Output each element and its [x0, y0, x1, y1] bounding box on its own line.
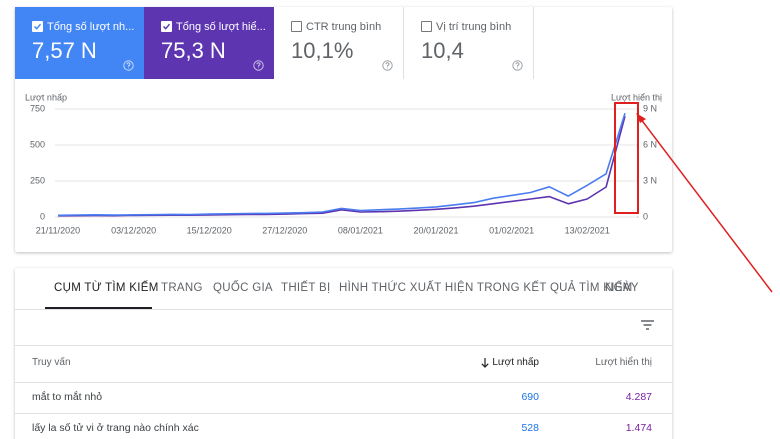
metric-tile[interactable]: CTR trung bình 10,1%	[274, 7, 404, 79]
y-axis-title: Lượt nhấp	[25, 92, 67, 102]
impressions: 4.287	[625, 391, 652, 403]
metric-label: Tổng số lượt hiể...	[176, 21, 266, 33]
y-tick-label: 250	[30, 175, 45, 185]
series-line	[57, 113, 626, 217]
sort-icon	[481, 358, 489, 368]
impressions: 1.474	[625, 422, 652, 434]
metric-value: 75,3 N	[161, 38, 226, 63]
divider	[15, 382, 672, 383]
y2-tick-label: 0	[643, 211, 648, 221]
y-tick-label: 750	[30, 103, 45, 113]
checkbox[interactable]	[161, 21, 172, 32]
tab[interactable]: HÌNH THỨC XUẤT HIỆN TRONG KẾT QUẢ TÌM KI…	[339, 282, 633, 294]
y2-axis-title: Lượt hiển thị	[611, 92, 662, 102]
metric-tile[interactable]: Vị trí trung bình 10,4	[404, 7, 534, 79]
arrow-head	[636, 113, 646, 123]
help-icon[interactable]	[382, 60, 393, 71]
clicks: 528	[521, 422, 539, 434]
metric-tile[interactable]: Tổng số lượt nh... 7,57 N	[15, 7, 144, 79]
column-header[interactable]: Lượt nhấp	[492, 357, 539, 368]
checkbox[interactable]	[32, 21, 43, 32]
query[interactable]: lấy la số tử vi ở trang nào chính xác	[32, 422, 199, 434]
metric-tile[interactable]: Tổng số lượt hiể... 75,3 N	[144, 7, 274, 79]
column-header[interactable]: Truy vấn	[32, 357, 71, 368]
x-tick-label: 13/02/2021	[565, 225, 610, 235]
column-header[interactable]: Lượt hiển thị	[595, 357, 652, 368]
metric-value: 10,4	[421, 38, 464, 63]
y-tick-label: 0	[40, 211, 45, 221]
y-tick-label: 500	[30, 139, 45, 149]
x-tick-label: 27/12/2020	[262, 225, 307, 235]
performance-card: Tổng số lượt nh... 7,57 N Tổng số lượt h…	[15, 7, 672, 252]
series-line	[57, 115, 626, 217]
metric-value: 7,57 N	[32, 38, 97, 63]
tab[interactable]: QUỐC GIA	[213, 282, 273, 294]
filter-icon[interactable]	[641, 320, 654, 330]
x-tick-label: 21/11/2020	[36, 225, 80, 235]
tab[interactable]: TRANG	[161, 282, 203, 294]
y2-tick-label: 6 N	[643, 139, 657, 149]
x-tick-label: 03/12/2020	[111, 225, 156, 235]
annotation-arrow	[639, 117, 773, 293]
x-tick-label: 20/01/2021	[413, 225, 458, 235]
table-card: CỤM TỪ TÌM KIẾM TRANG QUỐC GIA THIẾT BỊ …	[15, 268, 672, 439]
x-tick-label: 01/02/2021	[489, 225, 534, 235]
help-icon[interactable]	[123, 60, 134, 71]
query[interactable]: mắt to mắt nhỏ	[32, 391, 103, 403]
tab-underline	[45, 307, 152, 309]
checkbox[interactable]	[291, 21, 302, 32]
divider	[15, 345, 672, 346]
divider	[15, 309, 672, 310]
tab[interactable]: THIẾT BỊ	[281, 282, 331, 294]
tab[interactable]: CỤM TỪ TÌM KIẾM	[54, 282, 159, 294]
metric-label: Tổng số lượt nh...	[47, 21, 135, 33]
help-icon[interactable]	[512, 60, 523, 71]
help-icon[interactable]	[253, 60, 264, 71]
checkbox[interactable]	[421, 21, 432, 32]
highlight-box	[614, 102, 639, 214]
metric-value: 10,1%	[291, 38, 354, 63]
metric-label: Vị trí trung bình	[436, 21, 512, 33]
tab[interactable]: NGÀY	[605, 282, 639, 294]
x-tick-label: 08/01/2021	[338, 225, 383, 235]
y2-tick-label: 9 N	[643, 103, 657, 113]
clicks: 690	[521, 391, 539, 403]
metric-label: CTR trung bình	[306, 21, 382, 33]
x-tick-label: 15/12/2020	[187, 225, 232, 235]
divider	[15, 413, 672, 414]
y2-tick-label: 3 N	[643, 175, 657, 185]
